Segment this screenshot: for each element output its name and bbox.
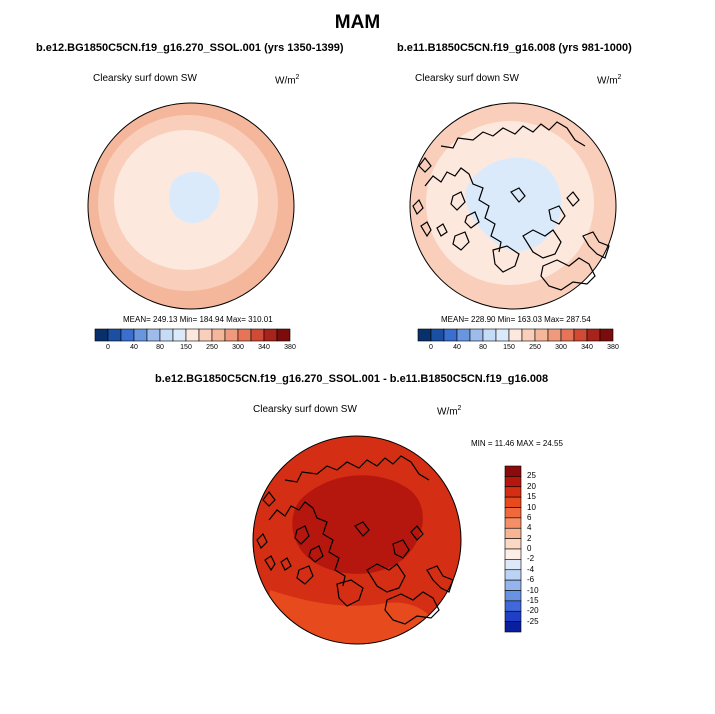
colorbar-swatch bbox=[504, 527, 522, 539]
colorbar-tick-label: 15 bbox=[527, 492, 536, 502]
colorbar-swatch bbox=[443, 328, 458, 342]
colorbar-tick-label: 4 bbox=[527, 523, 532, 533]
colorbar-swatch bbox=[573, 328, 588, 342]
colorbar-swatch bbox=[504, 496, 522, 508]
colorbar-swatch bbox=[508, 328, 523, 342]
colorbar-tick-label: 0 bbox=[106, 344, 110, 351]
colorbar-tick-label: 80 bbox=[479, 344, 487, 351]
colorbar-swatch bbox=[185, 328, 200, 342]
colorbar-tick-label: 40 bbox=[453, 344, 461, 351]
colorbar-tick-label: 150 bbox=[503, 344, 515, 351]
colorbar-swatch bbox=[504, 559, 522, 571]
colorbar-swatch bbox=[469, 328, 484, 342]
colorbar-swatch bbox=[146, 328, 161, 342]
colorbar-tick-label: 80 bbox=[156, 344, 164, 351]
colorbar-swatch bbox=[120, 328, 135, 342]
colorbar-tick-label: 40 bbox=[130, 344, 138, 351]
colorbar-swatch bbox=[263, 328, 278, 342]
colorbar-swatch bbox=[276, 328, 291, 342]
panel1-units: W/m2 bbox=[275, 74, 300, 87]
colorbar-swatch bbox=[430, 328, 445, 342]
colorbar-tick-label: 380 bbox=[607, 344, 619, 351]
colorbar-swatch bbox=[456, 328, 471, 342]
colorbar-swatch bbox=[504, 465, 522, 477]
colorbar-tick-label: 0 bbox=[527, 544, 532, 553]
colorbar-tick-label: 25 bbox=[527, 471, 536, 481]
colorbar-swatch bbox=[504, 486, 522, 498]
colorbar-swatch bbox=[504, 548, 522, 560]
diff-stats: MIN = 11.46 MAX = 24.55 bbox=[471, 439, 563, 448]
colorbar-swatch bbox=[504, 538, 522, 550]
colorbar-tick-label: 250 bbox=[206, 344, 218, 351]
colorbar-swatch bbox=[495, 328, 510, 342]
panel1-stats: MEAN= 249.13 Min= 184.94 Max= 310.01 bbox=[123, 315, 273, 324]
panel1-case-title: b.e12.BG1850C5CN.f19_g16.270_SSOL.001 (y… bbox=[36, 42, 344, 54]
colorbar-tick-label: -10 bbox=[527, 585, 539, 595]
colorbar-swatch bbox=[504, 610, 522, 622]
colorbar-swatch bbox=[560, 328, 575, 342]
colorbar-tick-label: -4 bbox=[527, 564, 535, 574]
panel2-stats: MEAN= 228.90 Min= 163.03 Max= 287.54 bbox=[441, 315, 591, 324]
colorbar-swatch bbox=[250, 328, 265, 342]
colorbar-tick-label: -6 bbox=[527, 575, 535, 585]
panel2-case-title: b.e11.B1850C5CN.f19_g16.008 (yrs 981-100… bbox=[397, 42, 632, 54]
map-difference bbox=[252, 435, 462, 645]
colorbar-swatch bbox=[504, 600, 522, 612]
colorbar-diff bbox=[504, 465, 522, 633]
colorbar-swatch bbox=[107, 328, 122, 342]
colorbar-tick-label: -2 bbox=[527, 554, 535, 564]
colorbar-tick-label: 0 bbox=[429, 344, 433, 351]
panel1-variable-label: Clearsky surf down SW bbox=[93, 73, 197, 84]
colorbar-tick-label: -15 bbox=[527, 595, 539, 605]
colorbar-tick-label: 150 bbox=[180, 344, 192, 351]
colorbar-swatch bbox=[133, 328, 148, 342]
colorbar-swatch bbox=[504, 590, 522, 602]
colorbar-panel1 bbox=[94, 328, 291, 342]
colorbar-tick-label: 20 bbox=[527, 481, 536, 491]
colorbar-swatch bbox=[534, 328, 549, 342]
diff-variable-label: Clearsky surf down SW bbox=[253, 404, 357, 415]
colorbar-swatch bbox=[504, 569, 522, 581]
colorbar-tick-label: 340 bbox=[258, 344, 270, 351]
colorbar-swatch bbox=[94, 328, 109, 342]
panel2-units: W/m2 bbox=[597, 74, 622, 87]
diff-units: W/m2 bbox=[437, 405, 462, 418]
colorbar-tick-label: 6 bbox=[527, 512, 532, 522]
colorbar-swatch bbox=[482, 328, 497, 342]
colorbar-swatch bbox=[417, 328, 432, 342]
colorbar-tick-label: -25 bbox=[527, 616, 539, 626]
colorbar-swatch bbox=[504, 517, 522, 529]
map-ssol bbox=[87, 102, 295, 310]
colorbar-tick-label: 2 bbox=[527, 533, 532, 543]
colorbar-tick-label: 300 bbox=[232, 344, 244, 351]
panel2-variable-label: Clearsky surf down SW bbox=[415, 73, 519, 84]
colorbar-swatch bbox=[159, 328, 174, 342]
map-baseline bbox=[409, 102, 617, 310]
colorbar-swatch bbox=[172, 328, 187, 342]
colorbar-swatch bbox=[521, 328, 536, 342]
colorbar-tick-label: -20 bbox=[527, 606, 539, 616]
colorbar-swatch bbox=[504, 579, 522, 591]
colorbar-swatch bbox=[211, 328, 226, 342]
colorbar-tick-label: 250 bbox=[529, 344, 541, 351]
colorbar-swatch bbox=[198, 328, 213, 342]
colorbar-tick-label: 10 bbox=[527, 502, 536, 512]
colorbar-swatch bbox=[504, 476, 522, 488]
colorbar-tick-label: 300 bbox=[555, 344, 567, 351]
colorbar-tick-label: 380 bbox=[284, 344, 296, 351]
colorbar-panel2 bbox=[417, 328, 614, 342]
figure-title: MAM bbox=[334, 12, 381, 33]
colorbar-swatch bbox=[224, 328, 239, 342]
colorbar-swatch bbox=[504, 621, 522, 633]
colorbar-swatch bbox=[599, 328, 614, 342]
colorbar-tick-label: 340 bbox=[581, 344, 593, 351]
colorbar-swatch bbox=[547, 328, 562, 342]
colorbar-swatch bbox=[586, 328, 601, 342]
diff-case-title: b.e12.BG1850C5CN.f19_g16.270_SSOL.001 - … bbox=[155, 373, 549, 385]
colorbar-swatch bbox=[504, 507, 522, 519]
colorbar-swatch bbox=[237, 328, 252, 342]
